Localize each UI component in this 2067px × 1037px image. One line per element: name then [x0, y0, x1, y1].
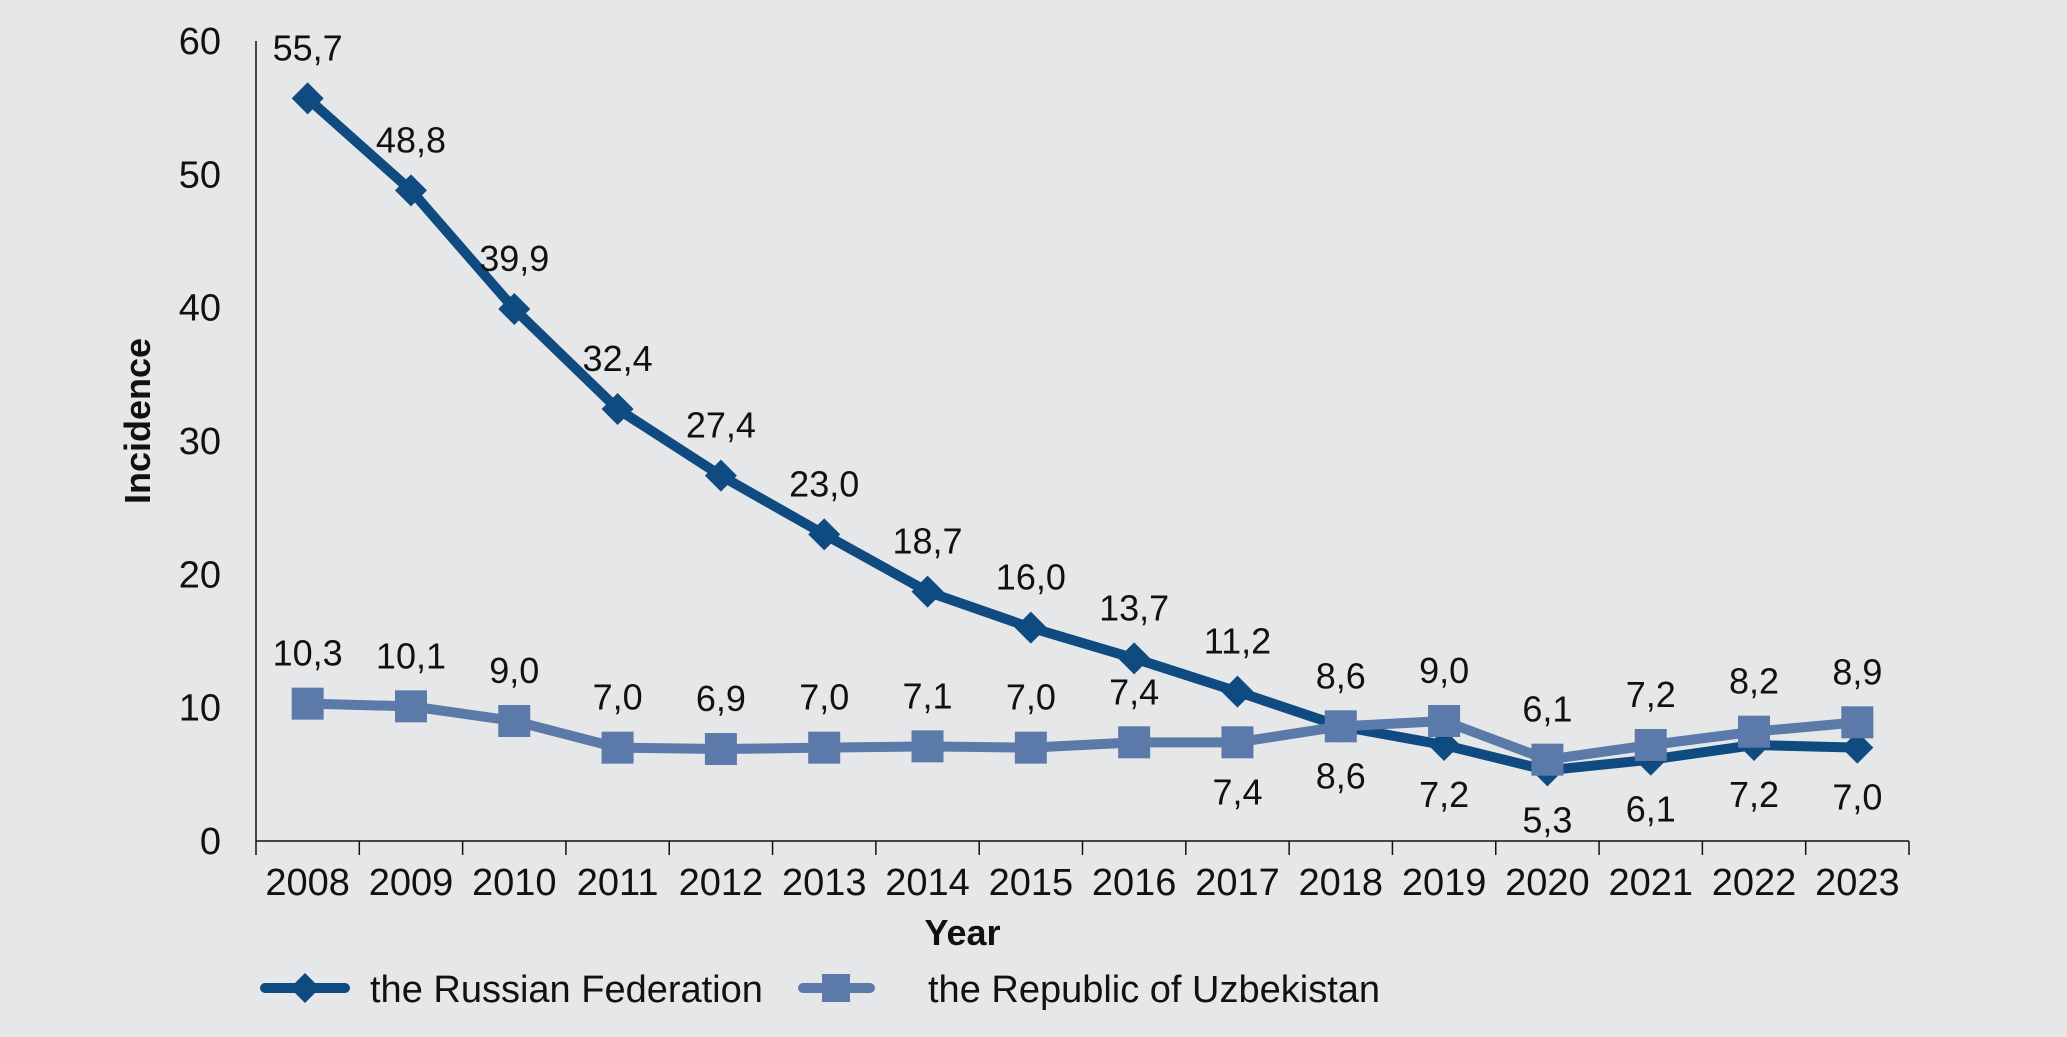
legend-square-marker-icon: [822, 974, 850, 1002]
data-point-square[interactable]: [291, 687, 324, 720]
x-tick-label: 2014: [885, 862, 970, 904]
x-tick-label: 2010: [472, 862, 557, 904]
legend-label-russian-federation: the Russian Federation: [370, 969, 763, 1011]
data-point-diamond[interactable]: [498, 293, 531, 325]
y-tick-label: 20: [179, 554, 221, 596]
legend: the Russian Federation the Republic of U…: [260, 969, 1380, 1011]
data-point-square[interactable]: [1531, 743, 1564, 776]
data-point-diamond[interactable]: [704, 459, 737, 492]
legend-item-russian-federation[interactable]: the Russian Federation: [260, 969, 763, 1011]
data-label-russian-federation: 8,6: [1316, 755, 1366, 796]
data-label-russian-federation: 18,7: [892, 521, 962, 562]
data-label-russian-federation: 7,2: [1419, 774, 1469, 815]
data-point-diamond[interactable]: [601, 393, 634, 425]
legend-diamond-marker-icon: [290, 973, 320, 1003]
data-label-uzbekistan: 7,2: [1626, 674, 1676, 715]
legend-label-uzbekistan: the Republic of Uzbekistan: [928, 969, 1380, 1011]
x-tick-label: 2008: [265, 862, 350, 904]
data-label-uzbekistan: 8,9: [1832, 651, 1882, 692]
data-label-russian-federation: 27,4: [686, 405, 756, 446]
data-point-square[interactable]: [1324, 710, 1357, 743]
y-tick-label: 30: [179, 421, 221, 463]
legend-item-uzbekistan[interactable]: the Republic of Uzbekistan: [798, 969, 1380, 1011]
data-point-square[interactable]: [1428, 705, 1461, 737]
data-label-uzbekistan: 6,1: [1522, 689, 1572, 730]
x-tick-label: 2016: [1092, 862, 1177, 904]
data-label-russian-federation: 55,7: [273, 27, 343, 68]
data-label-uzbekistan: 7,0: [799, 677, 849, 718]
data-label-russian-federation: 11,2: [1204, 621, 1271, 662]
data-label-uzbekistan: 8,6: [1316, 655, 1366, 696]
data-point-diamond[interactable]: [1014, 611, 1047, 644]
data-labels: 55,7 48,8 39,9 32,4 27,4 23,0 18,7 16,0 13,7 11,2…: [273, 27, 1883, 840]
x-tick-labels: 2008 2009 2010 2011 2012 2013 2014 2015 2016 2017…: [255, 841, 1910, 904]
data-label-russian-federation: 48,8: [376, 119, 446, 160]
y-axis-title: Incidence: [117, 338, 158, 504]
data-label-russian-federation: 7,2: [1729, 774, 1779, 815]
data-label-uzbekistan: 9,0: [1419, 650, 1469, 691]
data-label-uzbekistan: 7,4: [1212, 771, 1262, 812]
x-tick-label: 2019: [1402, 862, 1487, 904]
x-tick-label: 2021: [1608, 862, 1693, 904]
data-point-square[interactable]: [394, 690, 427, 723]
x-tick-label: 2020: [1505, 862, 1590, 904]
data-label-uzbekistan: 10,3: [273, 633, 343, 674]
data-label-uzbekistan: 7,1: [903, 675, 953, 716]
series-line-russian-federation: [304, 94, 1858, 776]
data-label-russian-federation: 32,4: [583, 338, 653, 379]
data-label-russian-federation: 16,0: [996, 557, 1066, 598]
data-label-uzbekistan: 7,0: [593, 677, 643, 718]
x-tick-label: 2017: [1195, 862, 1280, 904]
x-tick-label: 2022: [1712, 862, 1797, 904]
data-point-square[interactable]: [1634, 729, 1667, 761]
series-uzbekistan: [291, 687, 1874, 776]
data-label-russian-federation: 6,1: [1626, 789, 1676, 830]
data-point-diamond[interactable]: [911, 575, 944, 608]
data-label-russian-federation: 5,3: [1522, 799, 1572, 840]
x-tick-label: 2023: [1815, 862, 1900, 904]
data-point-square[interactable]: [1118, 726, 1151, 759]
x-axis-title: Year: [924, 912, 1000, 953]
data-label-uzbekistan: 7,0: [1006, 677, 1056, 718]
data-point-square[interactable]: [1841, 706, 1874, 739]
data-point-square[interactable]: [1221, 726, 1254, 759]
y-tick-labels: 0 10 20 30 40 50 60: [179, 21, 221, 863]
data-label-uzbekistan: 8,2: [1729, 661, 1779, 702]
series-layer: [291, 82, 1874, 787]
data-point-square[interactable]: [911, 730, 944, 763]
y-tick-label: 60: [179, 21, 221, 63]
y-tick-label: 40: [179, 288, 221, 330]
data-point-diamond[interactable]: [291, 82, 324, 115]
data-label-russian-federation: 7,0: [1832, 777, 1882, 818]
data-point-square[interactable]: [704, 733, 737, 765]
series-line-uzbekistan: [307, 698, 1858, 765]
data-label-uzbekistan: 7,4: [1109, 671, 1159, 712]
data-label-uzbekistan: 9,0: [489, 650, 539, 691]
y-tick-label: 10: [179, 688, 221, 730]
x-tick-label: 2009: [369, 862, 454, 904]
y-tick-label: 0: [200, 821, 221, 863]
data-point-square[interactable]: [1738, 715, 1771, 748]
data-point-diamond[interactable]: [1221, 675, 1254, 708]
data-point-diamond[interactable]: [1118, 642, 1151, 675]
data-point-diamond[interactable]: [808, 518, 841, 551]
data-label-russian-federation: 23,0: [789, 463, 859, 504]
data-point-diamond[interactable]: [1841, 731, 1874, 764]
x-tick-label: 2013: [782, 862, 867, 904]
data-point-diamond[interactable]: [394, 174, 427, 207]
y-tick-label: 50: [179, 154, 221, 196]
data-point-square[interactable]: [808, 731, 841, 764]
data-label-russian-federation: 13,7: [1099, 587, 1169, 628]
x-tick-label: 2015: [989, 862, 1074, 904]
x-tick-label: 2011: [577, 862, 659, 904]
data-point-square[interactable]: [1014, 731, 1047, 764]
x-tick-label: 2018: [1299, 862, 1384, 904]
data-point-square[interactable]: [498, 705, 531, 737]
data-label-uzbekistan: 10,1: [376, 635, 446, 676]
data-label-uzbekistan: 6,9: [696, 678, 746, 719]
x-tick-label: 2012: [679, 862, 764, 904]
data-point-square[interactable]: [601, 731, 634, 764]
data-label-russian-federation: 39,9: [479, 238, 549, 279]
